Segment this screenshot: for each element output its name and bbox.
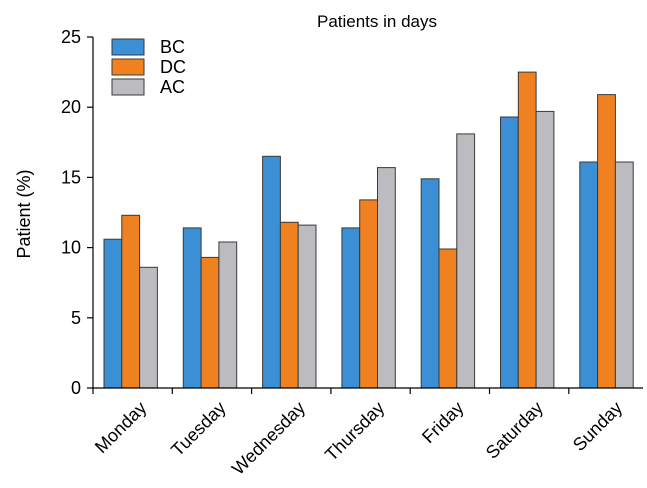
bar-ac-monday (139, 266, 158, 389)
legend-swatch-ac (111, 78, 145, 96)
bar-bc-friday (420, 178, 440, 389)
y-tick-label: 0 (71, 378, 81, 398)
bars-group (103, 71, 634, 389)
y-tick-label: 25 (61, 27, 81, 47)
bar-dc-wednesday (279, 221, 299, 389)
y-tick-label: 15 (61, 167, 81, 187)
bar-dc-monday (121, 214, 141, 389)
bar-dc-friday (438, 248, 458, 389)
x-tick-label: Thursday (321, 398, 388, 465)
bar-dc-thursday (359, 199, 379, 389)
bar-ac-friday (456, 133, 476, 389)
y-axis: 0 5 10 15 20 25 (61, 27, 94, 398)
bar-bc-wednesday (262, 155, 281, 389)
x-tick-label: Saturday (482, 398, 547, 463)
y-tick-label: 20 (61, 97, 81, 117)
x-tick-label: Friday (418, 398, 468, 448)
bar-dc-tuesday (200, 256, 220, 389)
bar-bc-sunday (579, 161, 599, 389)
bar-bc-thursday (341, 227, 361, 389)
bar-bc-tuesday (182, 227, 202, 389)
bar-bc-monday (103, 238, 123, 389)
bar-ac-sunday (614, 161, 634, 389)
bar-ac-tuesday (218, 241, 238, 389)
bar-ac-wednesday (297, 224, 317, 389)
bar-ac-thursday (377, 167, 396, 389)
legend-label-ac: AC (160, 77, 185, 97)
bar-ac-saturday (535, 110, 555, 389)
y-tick-label: 10 (61, 238, 81, 258)
y-tick-label: 5 (71, 308, 81, 328)
chart-title: Patients in days (317, 12, 437, 31)
x-tick-label: Tuesday (167, 398, 229, 460)
bar-dc-saturday (517, 71, 537, 389)
x-tick-label: Monday (91, 398, 150, 457)
legend-swatch-bc (111, 38, 145, 56)
x-tick-label: Wednesday (228, 398, 309, 479)
legend-label-dc: DC (160, 57, 186, 77)
y-axis-title: Patient (%) (14, 169, 34, 258)
bar-dc-sunday (597, 94, 616, 389)
bar-bc-saturday (500, 116, 519, 389)
legend-swatch-dc (111, 58, 145, 76)
x-tick-label: Sunday (569, 398, 626, 455)
legend-label-bc: BC (160, 37, 185, 57)
